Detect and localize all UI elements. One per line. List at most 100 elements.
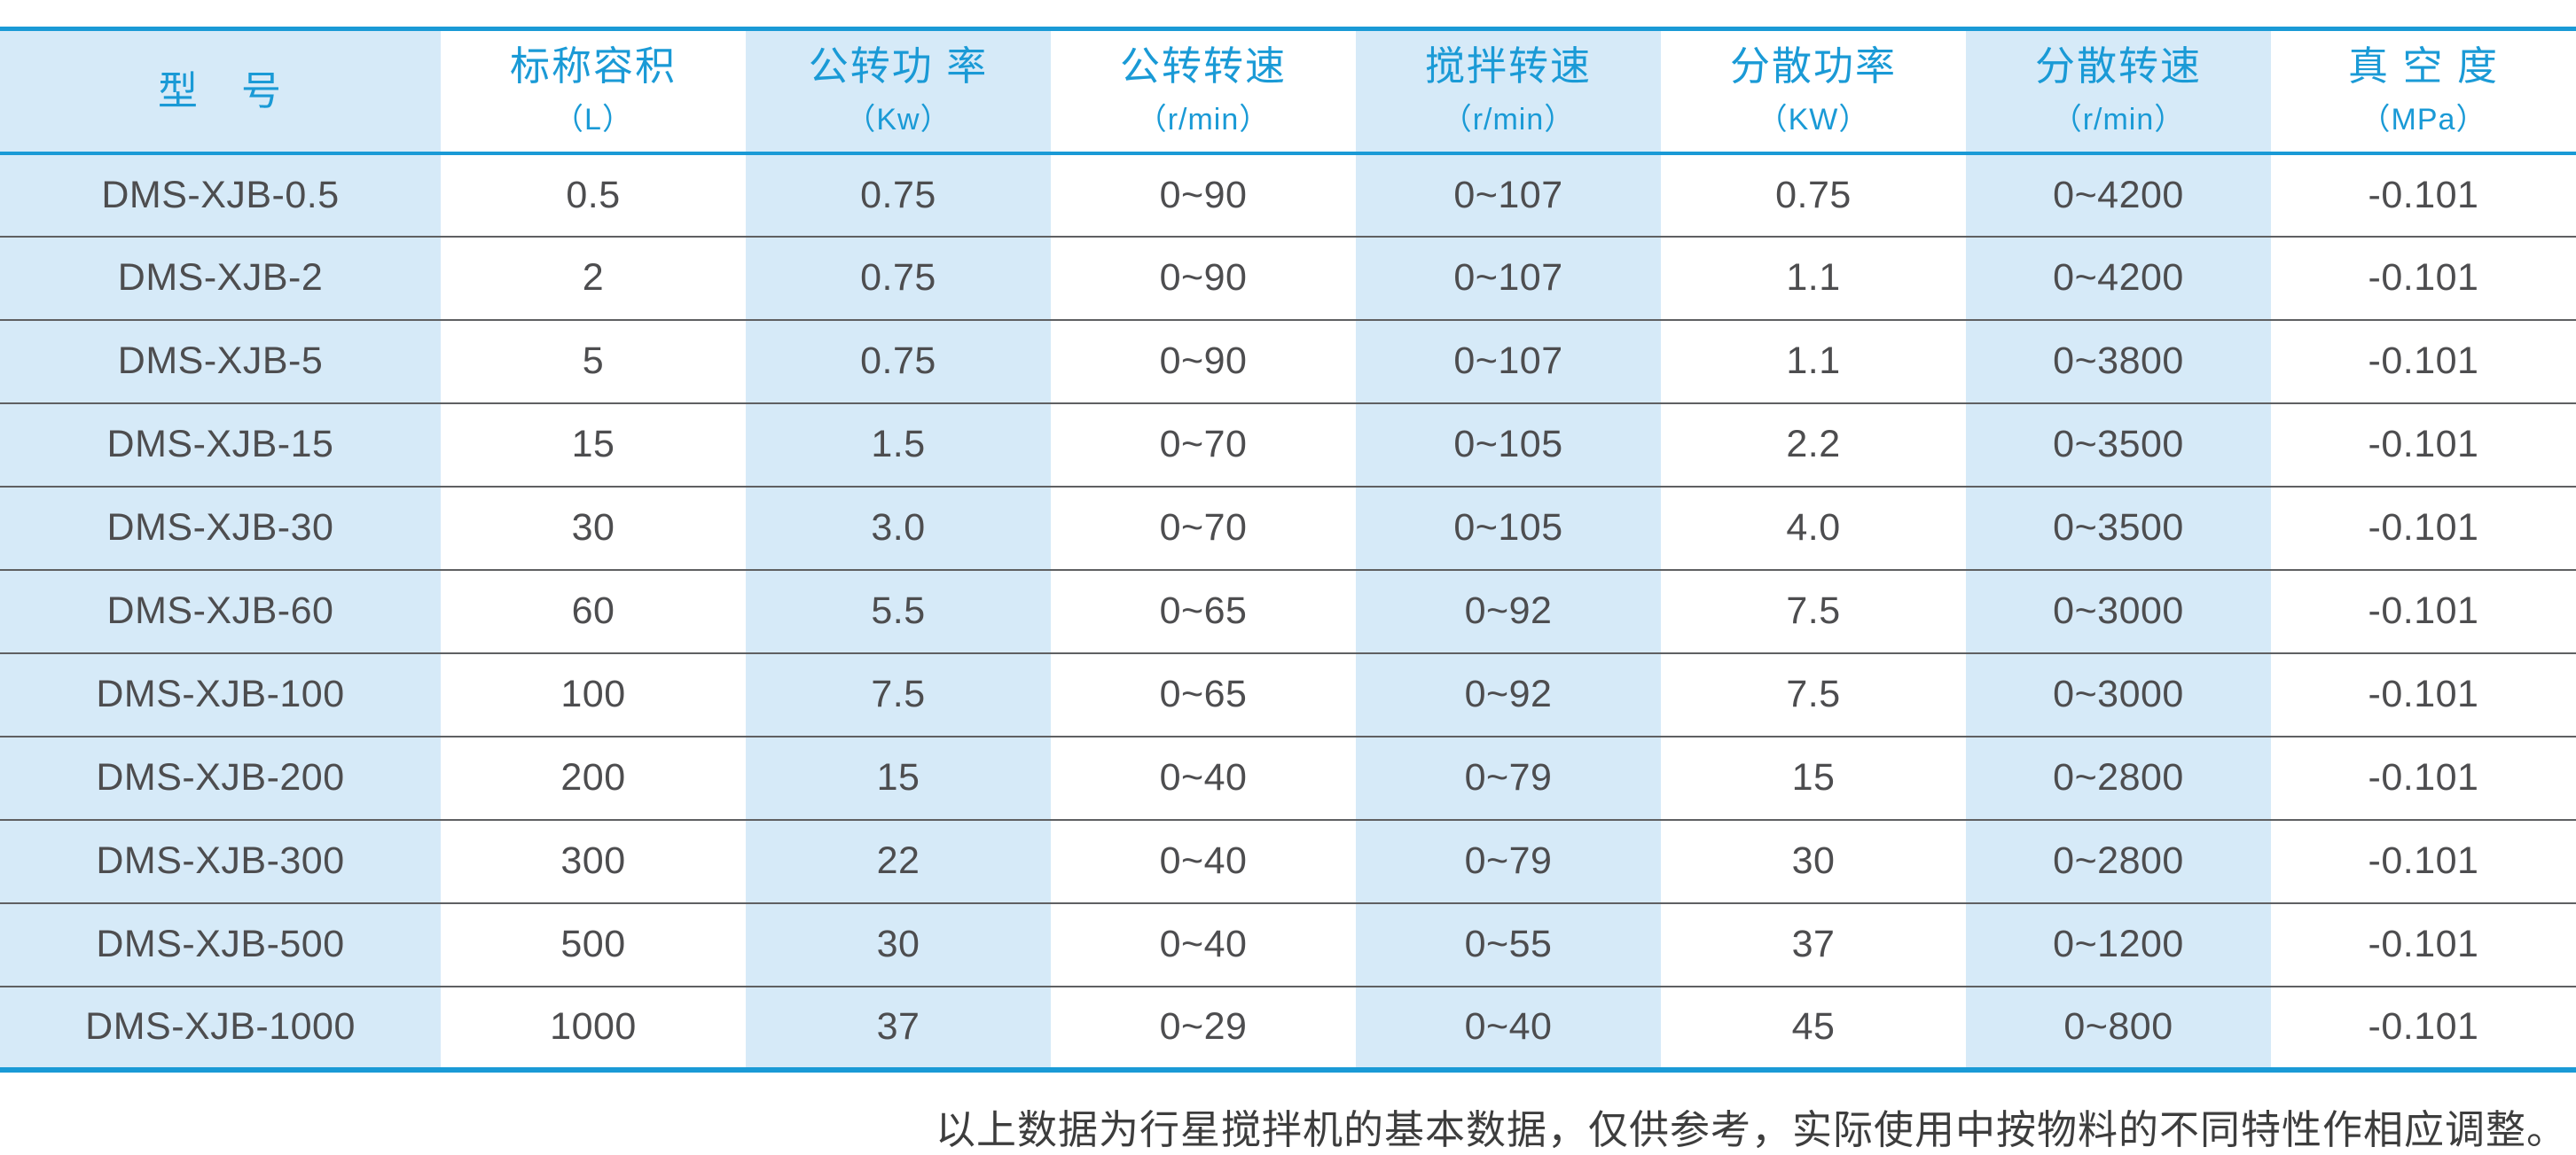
- column-title: 搅拌转速: [1424, 43, 1592, 90]
- value-cell: 4.0: [1661, 485, 1966, 570]
- model-cell: DMS-XJB-60: [0, 568, 441, 653]
- value-cell: 0~55: [1356, 901, 1661, 987]
- value-cell: 15: [746, 735, 1051, 820]
- table-row: DMS-XJB-500 500 30 0~40 0~55 37 0~1200 -0.101: [0, 901, 2576, 987]
- value-cell: 7.5: [1661, 568, 1966, 653]
- column-unit: （r/min）: [1136, 103, 1271, 137]
- value-cell: -0.101: [2271, 985, 2576, 1070]
- value-cell: 1.1: [1661, 235, 1966, 320]
- table-row: DMS-XJB-300 300 22 0~40 0~79 30 0~2800 -0.101: [0, 818, 2576, 903]
- value-cell: -0.101: [2271, 485, 2576, 570]
- value-cell: 37: [1661, 901, 1966, 987]
- value-cell: 0~65: [1051, 568, 1356, 653]
- value-cell: 0~90: [1051, 318, 1356, 403]
- model-cell: DMS-XJB-15: [0, 402, 441, 487]
- column-title: 公转功 率: [808, 43, 989, 90]
- model-cell: DMS-XJB-2: [0, 235, 441, 320]
- value-cell: 0~40: [1051, 735, 1356, 820]
- model-cell: DMS-XJB-500: [0, 901, 441, 987]
- value-cell: 0~40: [1051, 818, 1356, 903]
- value-cell: 0~1200: [1966, 901, 2271, 987]
- value-cell: 15: [1661, 735, 1966, 820]
- value-cell: 0.75: [746, 152, 1051, 237]
- value-cell: 0~70: [1051, 485, 1356, 570]
- value-cell: 0~107: [1356, 152, 1661, 237]
- value-cell: 7.5: [1661, 652, 1966, 737]
- footnote: 以上数据为行星搅拌机的基本数据，仅供参考，实际使用中按物料的不同特性作相应调整。: [935, 1108, 2567, 1152]
- value-cell: 60: [441, 568, 746, 653]
- value-cell: -0.101: [2271, 818, 2576, 903]
- value-cell: 0.75: [746, 318, 1051, 403]
- value-cell: 0~79: [1356, 735, 1661, 820]
- table-row: DMS-XJB-60 60 5.5 0~65 0~92 7.5 0~3000 -0.101: [0, 568, 2576, 653]
- model-cell: DMS-XJB-5: [0, 318, 441, 403]
- value-cell: 0~3500: [1966, 485, 2271, 570]
- value-cell: 0~4200: [1966, 152, 2271, 237]
- value-cell: 5.5: [746, 568, 1051, 653]
- value-cell: 1.1: [1661, 318, 1966, 403]
- value-cell: -0.101: [2271, 318, 2576, 403]
- value-cell: 0~79: [1356, 818, 1661, 903]
- value-cell: 0~65: [1051, 652, 1356, 737]
- column-header-capacity: 标称容积 （L）: [441, 28, 746, 153]
- table-row: DMS-XJB-15 15 1.5 0~70 0~105 2.2 0~3500 -0.101: [0, 402, 2576, 487]
- table-row: DMS-XJB-2 2 0.75 0~90 0~107 1.1 0~4200 -0.101: [0, 235, 2576, 320]
- value-cell: 0~90: [1051, 235, 1356, 320]
- value-cell: -0.101: [2271, 402, 2576, 487]
- value-cell: 0~107: [1356, 235, 1661, 320]
- value-cell: 0~3800: [1966, 318, 2271, 403]
- table-row: DMS-XJB-200 200 15 0~40 0~79 15 0~2800 -0.101: [0, 735, 2576, 820]
- column-title: 公转转速: [1119, 43, 1287, 90]
- table-row: DMS-XJB-100 100 7.5 0~65 0~92 7.5 0~3000 -0.101: [0, 652, 2576, 737]
- value-cell: 0~800: [1966, 985, 2271, 1070]
- value-cell: 0.75: [1661, 152, 1966, 237]
- table-row: DMS-XJB-0.5 0.5 0.75 0~90 0~107 0.75 0~4200 -0.…: [0, 152, 2576, 237]
- value-cell: 0~90: [1051, 152, 1356, 237]
- value-cell: 0~105: [1356, 485, 1661, 570]
- value-cell: 0~40: [1051, 901, 1356, 987]
- value-cell: 7.5: [746, 652, 1051, 737]
- header-row: 型 号 标称容积 （L） 公转功 率 （Kw） 公转转速 （r/min） 搅拌转速 （r/min…: [0, 28, 2576, 153]
- value-cell: 22: [746, 818, 1051, 903]
- model-cell: DMS-XJB-30: [0, 485, 441, 570]
- model-cell: DMS-XJB-1000: [0, 985, 441, 1070]
- value-cell: -0.101: [2271, 652, 2576, 737]
- model-cell: DMS-XJB-200: [0, 735, 441, 820]
- column-title: 标称容积: [509, 43, 677, 90]
- column-header-dispersion-power: 分散功率 （KW）: [1661, 28, 1966, 153]
- value-cell: 30: [441, 485, 746, 570]
- table-body: DMS-XJB-0.5 0.5 0.75 0~90 0~107 0.75 0~4200 -0.…: [0, 152, 2576, 1070]
- value-cell: 0~29: [1051, 985, 1356, 1070]
- value-cell: -0.101: [2271, 152, 2576, 237]
- column-title: 分散功率: [1729, 43, 1897, 90]
- value-cell: 15: [441, 402, 746, 487]
- table-header: 型 号 标称容积 （L） 公转功 率 （Kw） 公转转速 （r/min） 搅拌转速 （r/min…: [0, 28, 2576, 153]
- column-unit: （Kw）: [845, 103, 951, 137]
- value-cell: 2: [441, 235, 746, 320]
- value-cell: 0~40: [1356, 985, 1661, 1070]
- value-cell: 0.75: [746, 235, 1051, 320]
- value-cell: 1000: [441, 985, 746, 1070]
- spec-table: 型 号 标称容积 （L） 公转功 率 （Kw） 公转转速 （r/min） 搅拌转速 （r/min…: [0, 27, 2576, 1073]
- value-cell: 30: [746, 901, 1051, 987]
- value-cell: 2.2: [1661, 402, 1966, 487]
- column-title: 真 空 度: [2347, 43, 2499, 90]
- column-header-dispersion-speed: 分散转速 （r/min）: [1966, 28, 2271, 153]
- column-header-vacuum-degree: 真 空 度 （MPa）: [2271, 28, 2576, 153]
- value-cell: 0~3000: [1966, 568, 2271, 653]
- column-unit: （KW）: [1757, 103, 1870, 137]
- table-row: DMS-XJB-1000 1000 37 0~29 0~40 45 0~800 -0.101: [0, 985, 2576, 1070]
- model-cell: DMS-XJB-300: [0, 818, 441, 903]
- value-cell: 0.5: [441, 152, 746, 237]
- value-cell: 1.5: [746, 402, 1051, 487]
- value-cell: 0~2800: [1966, 735, 2271, 820]
- table-row: DMS-XJB-30 30 3.0 0~70 0~105 4.0 0~3500 -0.101: [0, 485, 2576, 570]
- column-unit: （r/min）: [1441, 103, 1576, 137]
- value-cell: 200: [441, 735, 746, 820]
- value-cell: -0.101: [2271, 235, 2576, 320]
- model-cell: DMS-XJB-100: [0, 652, 441, 737]
- value-cell: 0~4200: [1966, 235, 2271, 320]
- value-cell: 0~3500: [1966, 402, 2271, 487]
- value-cell: -0.101: [2271, 568, 2576, 653]
- column-unit: （r/min）: [2051, 103, 2186, 137]
